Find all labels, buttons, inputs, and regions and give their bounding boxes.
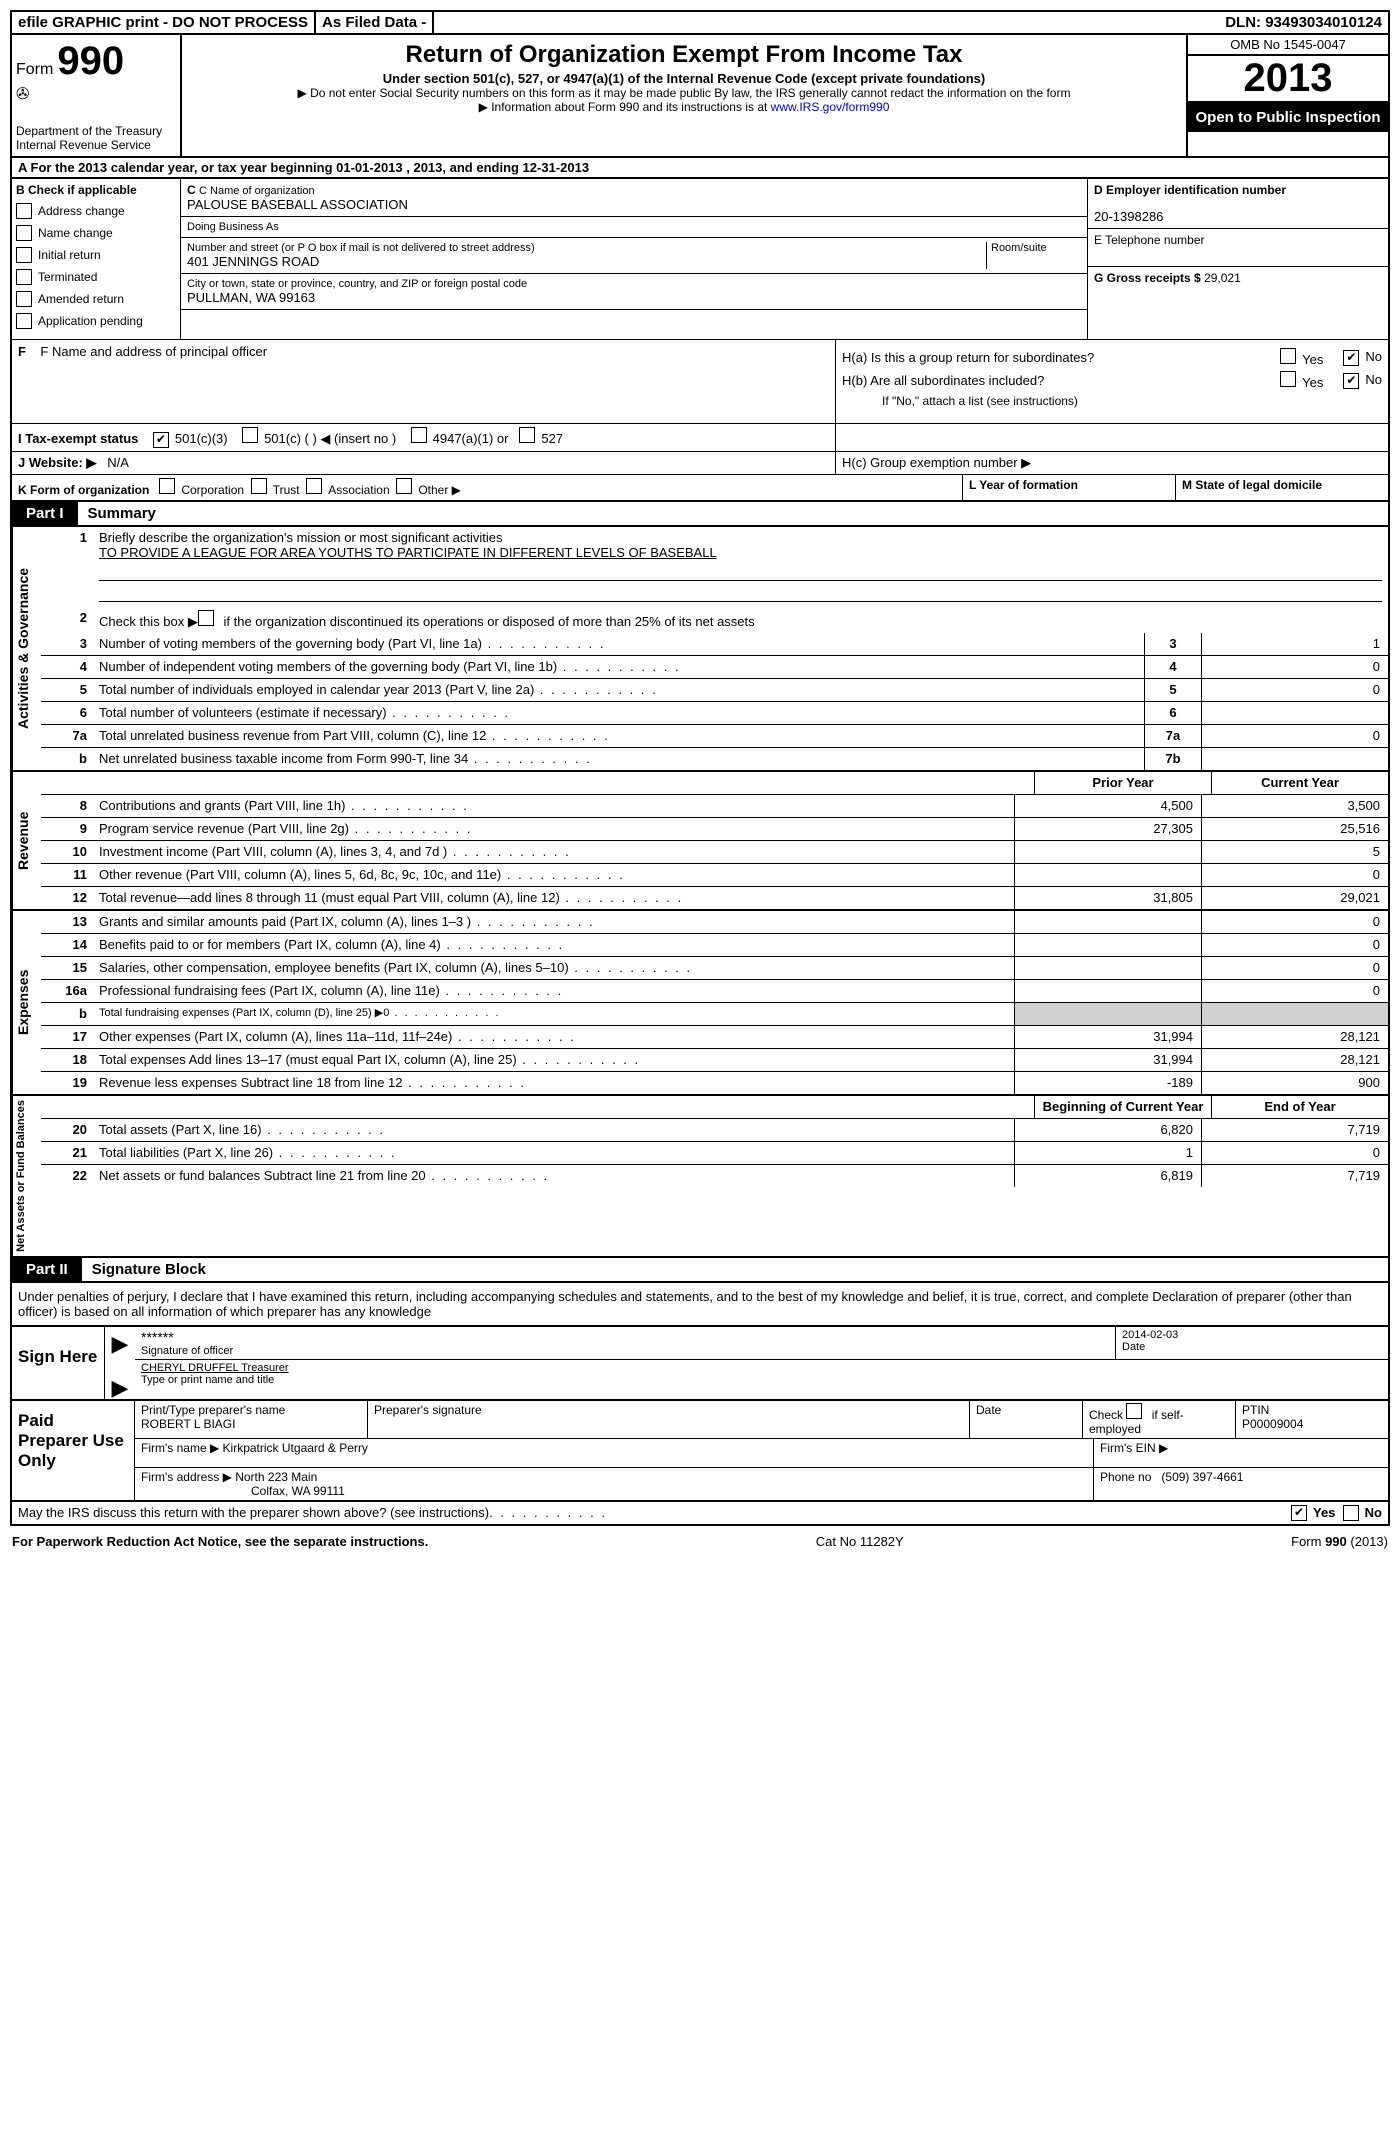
part-ii-header: Part II Signature Block (10, 1258, 1390, 1283)
row-fh: F F Name and address of principal office… (10, 339, 1390, 424)
checkbox-amended[interactable] (16, 291, 32, 307)
irs-link[interactable]: www.IRS.gov/form990 (771, 100, 890, 114)
tax-year: 2013 (1188, 56, 1388, 103)
ha-no[interactable]: ✔ (1343, 350, 1359, 366)
ein: 20-1398286 (1094, 209, 1382, 224)
checkbox-pending[interactable] (16, 313, 32, 329)
firm-name: Kirkpatrick Utgaard & Perry (223, 1441, 368, 1455)
hb-yes[interactable] (1280, 371, 1296, 387)
page-footer: For Paperwork Reduction Act Notice, see … (10, 1526, 1390, 1557)
checkbox-terminated[interactable] (16, 269, 32, 285)
discontinued-checkbox[interactable] (198, 610, 214, 626)
org-city: PULLMAN, WA 99163 (187, 290, 1081, 305)
preparer-phone: (509) 397-4661 (1161, 1470, 1243, 1484)
row-j: J Website: ▶ N/A H(c) Group exemption nu… (10, 452, 1390, 475)
form-990-page: efile GRAPHIC print - DO NOT PROCESS As … (10, 10, 1390, 1557)
net-assets-section: Net Assets or Fund Balances Beginning of… (10, 1096, 1390, 1258)
header-center: Return of Organization Exempt From Incom… (182, 35, 1186, 156)
sig-date: 2014-02-03 (1122, 1329, 1382, 1341)
row-i: I Tax-exempt status ✔501(c)(3) 501(c) ( … (10, 424, 1390, 452)
501c3-checkbox[interactable]: ✔ (153, 432, 169, 448)
principal-officer: F F Name and address of principal office… (12, 340, 836, 423)
dln: DLN: 93493034010124 (434, 12, 1388, 33)
form-number: 990 (57, 39, 124, 84)
efile-notice: efile GRAPHIC print - DO NOT PROCESS (12, 12, 316, 33)
column-b-checkboxes: B Check if applicable Address change Nam… (12, 179, 181, 339)
website: N/A (107, 455, 129, 470)
expenses-section: Expenses 13 Grants and similar amounts p… (10, 911, 1390, 1096)
header-right: OMB No 1545-0047 2013 Open to Public Ins… (1186, 35, 1388, 156)
gross-receipts: 29,021 (1204, 271, 1241, 285)
discuss-row: May the IRS discuss this return with the… (10, 1502, 1390, 1526)
org-street: 401 JENNINGS ROAD (187, 254, 986, 269)
checkbox-initial-return[interactable] (16, 247, 32, 263)
column-c-org-info: C C Name of organization PALOUSE BASEBAL… (181, 179, 1087, 339)
officer-name: CHERYL DRUFFEL Treasurer (141, 1362, 1382, 1374)
self-employed-checkbox[interactable] (1126, 1403, 1142, 1419)
preparer-name: ROBERT L BIAGI (141, 1417, 361, 1431)
column-d-ein: D Employer identification number 20-1398… (1087, 179, 1388, 339)
discuss-no[interactable] (1343, 1505, 1359, 1521)
section-bcd: B Check if applicable Address change Nam… (10, 179, 1390, 339)
ha-yes[interactable] (1280, 348, 1296, 364)
omb-number: OMB No 1545-0047 (1188, 35, 1388, 56)
revenue-section: Revenue Prior Year Current Year 8 Contri… (10, 772, 1390, 911)
checkbox-name-change[interactable] (16, 225, 32, 241)
hb-no[interactable]: ✔ (1343, 373, 1359, 389)
perjury-statement: Under penalties of perjury, I declare th… (10, 1283, 1390, 1325)
public-inspection: Open to Public Inspection (1188, 103, 1388, 132)
mission: TO PROVIDE A LEAGUE FOR AREA YOUTHS TO P… (99, 545, 717, 560)
as-filed: As Filed Data - (316, 12, 434, 33)
activities-governance: Activities & Governance 1 Briefly descri… (10, 527, 1390, 772)
row-a-tax-year: A For the 2013 calendar year, or tax yea… (10, 158, 1390, 179)
sign-here-block: Sign Here ▶▶ ****** Signature of officer… (10, 1325, 1390, 1401)
part-i-header: Part I Summary (10, 502, 1390, 527)
row-k: K Form of organization Corporation Trust… (10, 475, 1390, 502)
org-name: PALOUSE BASEBALL ASSOCIATION (187, 197, 1081, 212)
header-left: Form 990 ✇ Department of the Treasury In… (12, 35, 182, 156)
discuss-yes[interactable]: ✔ (1291, 1505, 1307, 1521)
paid-preparer-block: Paid Preparer Use Only Print/Type prepar… (10, 1401, 1390, 1502)
ptin: P00009004 (1242, 1417, 1382, 1431)
top-bar: efile GRAPHIC print - DO NOT PROCESS As … (10, 10, 1390, 35)
form-header: Form 990 ✇ Department of the Treasury In… (10, 35, 1390, 158)
checkbox-address-change[interactable] (16, 203, 32, 219)
form-title: Return of Organization Exempt From Incom… (192, 41, 1176, 69)
section-h: H(a) Is this a group return for subordin… (836, 340, 1388, 423)
